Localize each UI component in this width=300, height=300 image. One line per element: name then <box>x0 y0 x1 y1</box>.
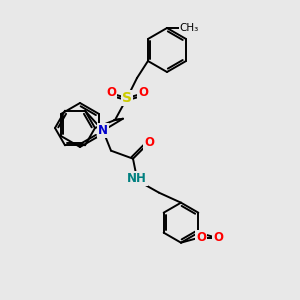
Text: O: O <box>196 231 206 244</box>
Text: N: N <box>98 124 108 137</box>
Text: NH: NH <box>127 172 147 185</box>
Text: S: S <box>122 91 132 105</box>
Text: O: O <box>144 136 154 149</box>
Text: O: O <box>138 86 148 100</box>
Text: O: O <box>106 86 116 100</box>
Text: CH₃: CH₃ <box>179 23 199 33</box>
Text: O: O <box>213 231 223 244</box>
